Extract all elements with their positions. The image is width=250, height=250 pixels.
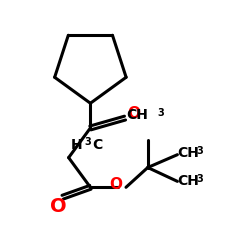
Text: O: O xyxy=(50,196,67,216)
Text: 3: 3 xyxy=(84,137,91,147)
Text: 3: 3 xyxy=(158,108,164,118)
Text: CH: CH xyxy=(178,174,199,188)
Text: O: O xyxy=(110,177,122,192)
Text: 3: 3 xyxy=(196,174,203,184)
Text: 3: 3 xyxy=(196,146,203,156)
Text: O: O xyxy=(127,106,140,121)
Text: H: H xyxy=(71,138,83,152)
Text: CH: CH xyxy=(126,108,148,122)
Text: C: C xyxy=(92,138,102,152)
Text: CH: CH xyxy=(178,146,199,160)
